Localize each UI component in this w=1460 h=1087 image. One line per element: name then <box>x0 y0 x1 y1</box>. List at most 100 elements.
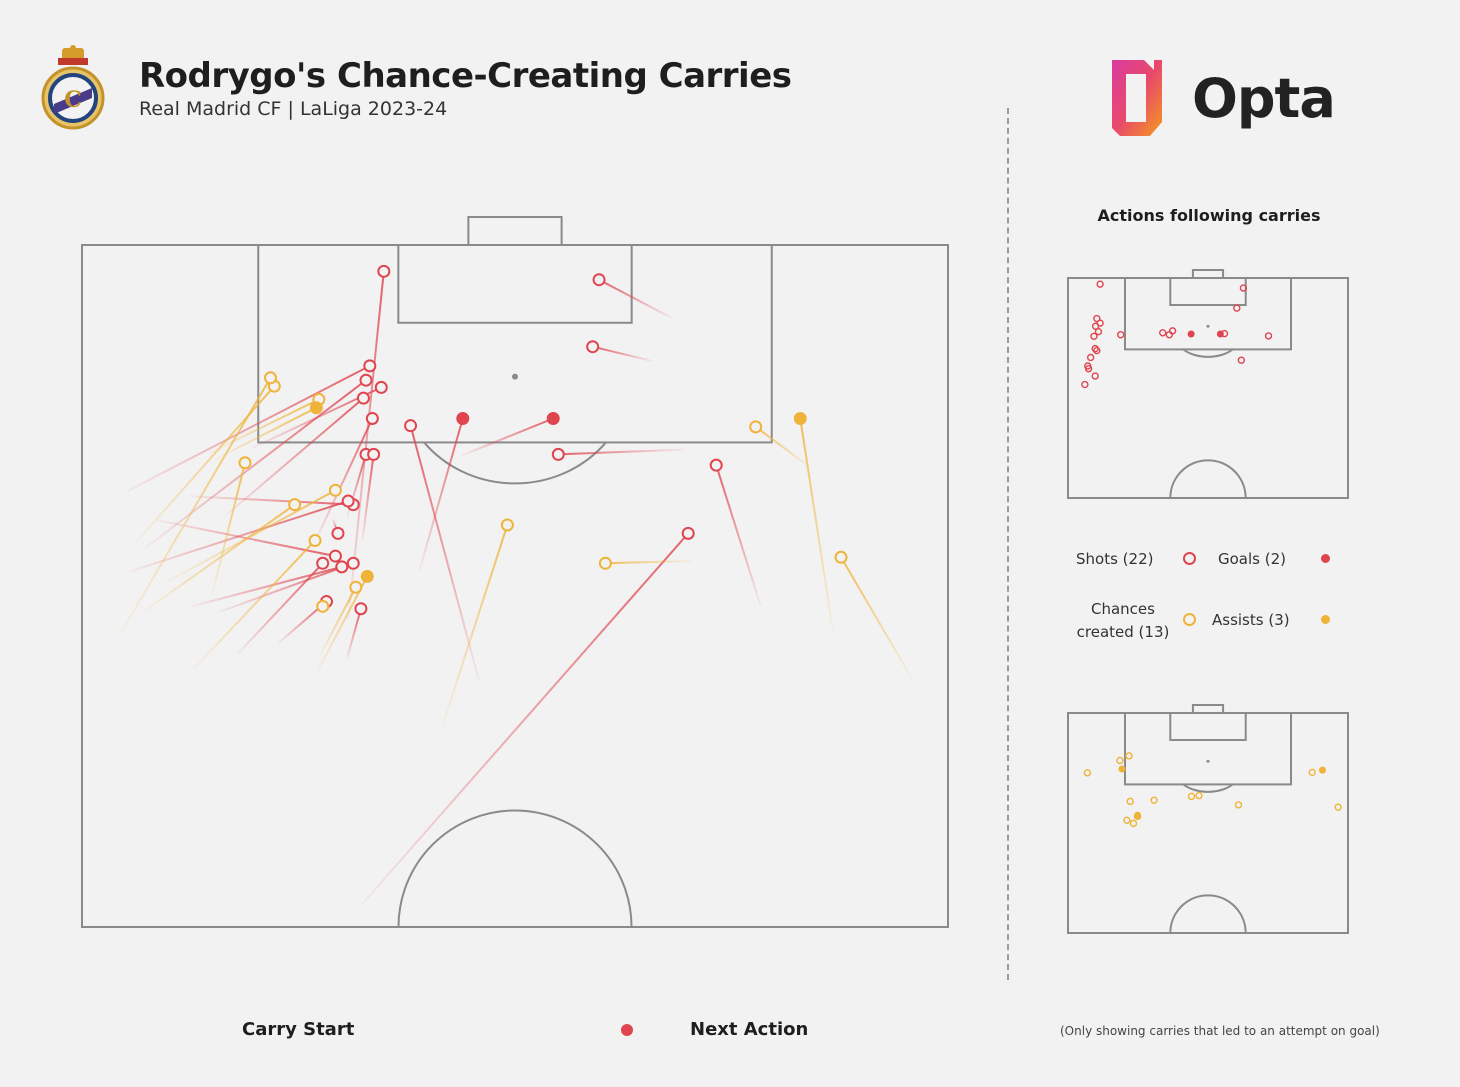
mini-shots-hollow-point <box>1165 331 1173 339</box>
carry-end-shot <box>335 560 349 574</box>
mini-pitch-chances <box>1067 704 1349 934</box>
penalty-box <box>257 244 773 444</box>
carry-end-goal <box>546 411 560 425</box>
carry-end-chance <box>598 556 612 570</box>
carry-line-shot <box>236 562 324 655</box>
pitch-outline <box>81 244 949 928</box>
mini-chances-hollow-point <box>1234 801 1243 809</box>
mini-shots-hollow-point <box>1117 331 1125 339</box>
carry-end-goal <box>456 411 470 425</box>
mini-pitch-shots <box>1067 269 1349 499</box>
carry-line-chance <box>441 524 509 727</box>
mini-chances-hollow-point <box>1125 752 1133 760</box>
carry-end-shot <box>359 373 373 387</box>
penalty-arc <box>423 441 607 485</box>
carry-line-shot <box>592 345 653 363</box>
carry-line-shot <box>409 425 481 682</box>
carry-end-shot <box>377 264 391 278</box>
carry-end-shot <box>363 359 377 373</box>
mini-shots-solid-point <box>1187 330 1195 338</box>
carry-line-chance <box>755 426 812 469</box>
carry-end-shot <box>356 391 370 405</box>
carry-end-shot <box>331 526 345 540</box>
carry-end-chance <box>238 456 252 470</box>
carry-line-shot <box>314 418 374 543</box>
mini-shots-hollow-point <box>1168 327 1177 335</box>
carry-end-assist <box>309 401 323 415</box>
mini-chances-hollow-point <box>1126 797 1134 806</box>
legend-shots-marker <box>1183 552 1196 565</box>
mini-chances-hollow-point <box>1129 819 1138 828</box>
carry-end-chance <box>500 518 514 532</box>
mini-chances-hollow-point <box>1083 769 1092 777</box>
mini-shots-hollow-point <box>1159 329 1167 337</box>
page-title: Rodrygo's Chance-Creating Carries <box>139 56 792 96</box>
carry-end-shot <box>365 411 379 425</box>
mini-shots-hollow-point <box>1094 327 1103 336</box>
carry-end-shot <box>316 556 330 570</box>
carry-line-chance <box>208 398 320 455</box>
opta-logo: Opta <box>1100 52 1336 144</box>
carry-line-chance <box>605 559 693 565</box>
mini-chances-hollow-point <box>1116 756 1124 765</box>
legend-assists-marker <box>1321 615 1330 624</box>
mini-shots-hollow-point <box>1233 304 1241 312</box>
mini-chances-hollow-point <box>1308 768 1316 777</box>
carry-line-shot <box>190 495 354 506</box>
carry-end-shot <box>551 447 565 461</box>
title-block: Rodrygo's Chance-Creating Carries Real M… <box>139 56 792 120</box>
mini-chances-centre-circle <box>1169 894 1247 934</box>
mini-shots-hollow-point <box>1081 380 1089 389</box>
carry-end-chance <box>263 371 277 385</box>
carry-line-shot <box>126 364 371 493</box>
mini-chances-six-yard-box <box>1169 712 1247 742</box>
legend-goals-marker <box>1321 554 1330 563</box>
carry-end-shot <box>354 602 368 616</box>
real-madrid-crest-icon: C <box>41 45 105 130</box>
mini-shots-penalty-spot <box>1206 324 1210 328</box>
carry-start-label: Carry Start <box>242 1019 355 1040</box>
carry-line-assist <box>799 418 835 635</box>
legend-shots-label: Shots (22) <box>1076 550 1154 568</box>
carry-line-shot <box>345 608 362 660</box>
dashed-divider <box>1007 108 1009 980</box>
mini-shots-hollow-point <box>1091 344 1099 353</box>
centre-circle <box>397 809 633 928</box>
carry-line-chance <box>143 503 296 612</box>
mini-chances-hollow-point <box>1123 816 1131 824</box>
mini-chances-outline <box>1067 712 1349 934</box>
carry-end-assist <box>793 411 807 425</box>
carry-end-chance <box>316 599 330 613</box>
carry-end-shot <box>346 556 360 570</box>
sidebar-title: Actions following carries <box>1097 206 1321 225</box>
legend-goals-label: Goals (2) <box>1218 550 1286 568</box>
mini-shots-hollow-point <box>1091 322 1100 330</box>
legend-assists-label: Assists (3) <box>1212 611 1290 629</box>
carry-end-shot <box>367 447 381 461</box>
mini-shots-hollow-point <box>1239 284 1248 292</box>
next-action-label: Next Action <box>690 1019 809 1040</box>
carry-line-chance <box>165 489 336 584</box>
mini-shots-centre-circle <box>1169 459 1247 499</box>
carry-line-goal <box>418 418 464 571</box>
mini-chances-penalty-arc <box>1182 783 1234 793</box>
carry-line-shot <box>225 397 365 517</box>
carry-end-chance <box>349 580 363 594</box>
carry-end-chance <box>288 498 302 512</box>
carry-line-chance <box>192 539 316 671</box>
carry-line-shot <box>598 278 673 319</box>
carry-line-chance <box>319 586 357 656</box>
svg-text:C: C <box>64 87 82 113</box>
page-subtitle: Real Madrid CF | LaLiga 2023-24 <box>139 98 448 120</box>
main-pitch <box>81 216 949 928</box>
carry-end-shot <box>709 458 723 472</box>
legend-chances-line2: created (13) <box>1076 623 1170 641</box>
penalty-spot <box>512 373 518 380</box>
opta-wordmark: Opta <box>1192 66 1336 130</box>
mini-shots-hollow-point <box>1091 372 1099 380</box>
mini-chances-solid-point <box>1318 766 1326 774</box>
mini-shots-outline <box>1067 277 1349 499</box>
mini-shots-hollow-point <box>1093 346 1101 355</box>
carry-end-shot <box>586 340 600 354</box>
carry-end-shot <box>374 380 388 394</box>
